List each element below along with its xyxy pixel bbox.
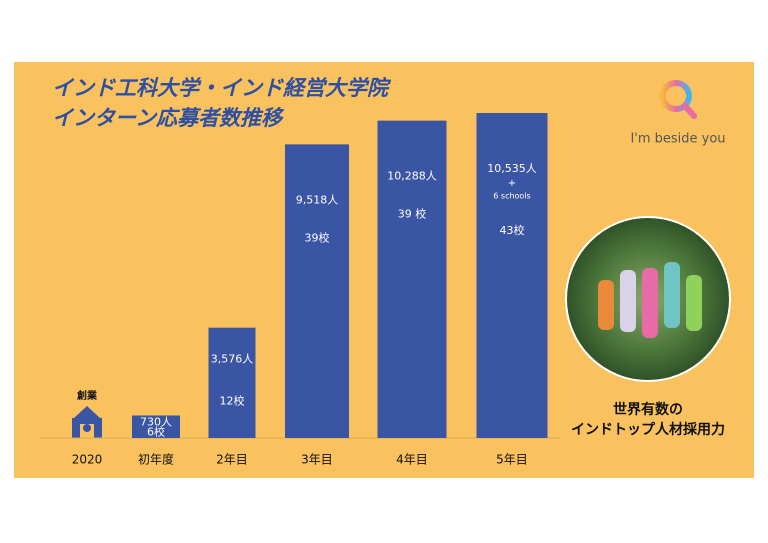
value-label: 730人: [140, 415, 172, 428]
value-label: 10,535人: [487, 162, 537, 175]
value-label: 9,518人: [296, 193, 339, 206]
founding-label: 創業: [76, 389, 98, 402]
logo-text: I'm beside you: [630, 132, 725, 147]
caption: 世界有数の: [613, 401, 683, 418]
title-line: インド工科大学・インド経営大学院: [52, 76, 392, 100]
logo-icon: [660, 80, 692, 112]
value-label: 10,288人: [387, 170, 437, 183]
x-tick-label: 2020: [72, 453, 103, 467]
x-tick-label: 4年目: [396, 453, 428, 467]
photo-people: [598, 262, 702, 338]
school-label: 43校: [500, 223, 525, 237]
caption: インドトップ人材採用力: [571, 421, 725, 438]
extra-label: +: [508, 178, 516, 189]
school-label: 39 校: [398, 207, 427, 221]
school-label: 12校: [220, 394, 245, 408]
bar: [476, 113, 548, 438]
bar: [285, 144, 349, 438]
bar: [377, 120, 447, 438]
founding-icon: [72, 406, 102, 438]
x-tick-label: 初年度: [138, 452, 174, 467]
bar: [208, 327, 256, 438]
school-label: 39校: [305, 230, 330, 244]
x-tick-label: 5年目: [496, 453, 528, 467]
school-label: 6校: [147, 424, 165, 438]
x-tick-label: 2年目: [216, 453, 248, 467]
value-label: 3,576人: [211, 353, 254, 366]
x-tick-label: 3年目: [301, 453, 333, 467]
extra-label: 6 schools: [493, 192, 530, 201]
title-line: インターン応募者数推移: [52, 106, 285, 130]
logo-icon: [682, 103, 697, 119]
bar: [132, 415, 180, 438]
logo: I'm beside you: [630, 80, 726, 147]
